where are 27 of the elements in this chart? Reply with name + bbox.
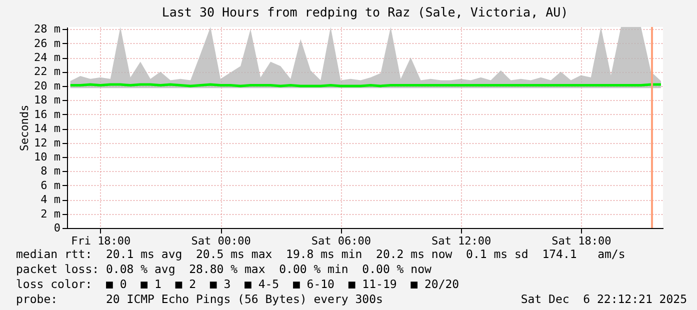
x-tick-label: Sat 18:00 bbox=[552, 234, 612, 248]
y-tick-label: 10 m bbox=[34, 150, 61, 164]
y-tick-label: 20 m bbox=[34, 79, 61, 92]
x-tick-label: Sat 06:00 bbox=[311, 234, 371, 248]
y-tick-label: 16 m bbox=[34, 108, 61, 121]
y-tick-label: 14 m bbox=[34, 122, 61, 136]
text: probe: 20 ICMP Echo Pings (56 Bytes) every 300s bbox=[16, 292, 383, 306]
text: packet loss: 0.08 % avg 28.80 % max 0.00 % min 0.00 % now bbox=[16, 262, 432, 276]
y-tick-label: 4 m bbox=[40, 193, 61, 206]
y-tick-label: 2 m bbox=[40, 207, 61, 220]
y-axis-title: Seconds bbox=[18, 104, 32, 152]
y-tick-label: 8 m bbox=[40, 164, 61, 178]
y-tick-label: 28 m bbox=[34, 22, 61, 36]
y-tick-label: 18 m bbox=[34, 94, 61, 107]
x-tick-label: Sat 00:00 bbox=[191, 234, 251, 248]
x-tick-label: Sat 12:00 bbox=[431, 234, 492, 248]
chart-title: Last 30 Hours from redping to Raz (Sale, Victoria, AU) bbox=[162, 4, 568, 20]
text: loss color: ■ 0 ■ 1 ■ 2 ■ 3 ■ 4-5 ■ 6-10 ■ 11-19 ■ 20/20 bbox=[16, 277, 460, 291]
y-tick-label: 12 m bbox=[34, 136, 61, 150]
y-tick-label: 26 m bbox=[34, 36, 61, 50]
y-tick-label: 0 bbox=[54, 222, 60, 234]
y-tick-label: 22 m bbox=[34, 65, 61, 78]
text: Sat Dec 6 22:12:21 2025 bbox=[520, 292, 687, 306]
x-tick-label: Fri 18:00 bbox=[71, 234, 131, 248]
y-tick-label: 24 m bbox=[34, 51, 61, 64]
y-tick-label: 6 m bbox=[40, 178, 61, 192]
text: median rtt: 20.1 ms avg 20.5 ms max 19.8 ms min 20.2 ms now 0.1 ms sd 174.1 am/s bbox=[16, 247, 626, 261]
